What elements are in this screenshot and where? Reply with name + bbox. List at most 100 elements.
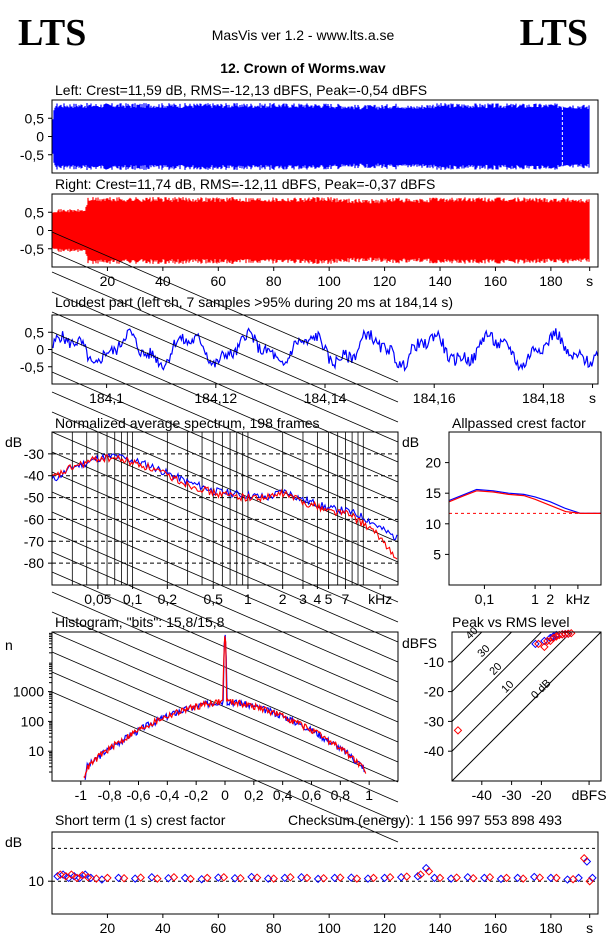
y-axis-label: dB xyxy=(5,834,22,850)
scatter-point xyxy=(535,873,545,882)
y-tick-label: -30 xyxy=(24,446,44,462)
scatter-point xyxy=(463,873,472,882)
histogram-series xyxy=(83,636,367,779)
y-tick-label: -80 xyxy=(24,555,44,571)
y-tick-label: -0,5 xyxy=(20,147,44,163)
x-tick-label: 7 xyxy=(342,591,350,607)
scatter-point xyxy=(286,873,295,882)
scatter-point xyxy=(247,872,256,882)
x-tick-label: 120 xyxy=(373,273,397,289)
scatter-point xyxy=(119,874,129,883)
loudest-part-waveform: Loudest part (left ch, 7 samples >95% du… xyxy=(20,294,599,406)
x-tick-label: -0,8 xyxy=(98,787,122,803)
scatter-point xyxy=(319,874,328,883)
slope-line xyxy=(51,571,399,723)
y-tick-label: -50 xyxy=(24,490,44,506)
x-tick-label: 0,2 xyxy=(244,787,264,803)
scatter-point xyxy=(549,633,558,643)
x-tick-label: s xyxy=(586,920,593,936)
scatter-point xyxy=(496,874,506,884)
x-tick-label: 0,05 xyxy=(84,591,111,607)
scatter-point xyxy=(424,867,434,876)
plot-frame xyxy=(51,831,599,915)
crest-line-label: 30 xyxy=(475,643,492,660)
scatter-point xyxy=(347,873,356,882)
scatter-point xyxy=(330,873,339,883)
scatter-point xyxy=(369,873,378,883)
x-tick-label: 180 xyxy=(539,273,563,289)
scatter-point xyxy=(263,874,273,883)
y-tick-label: -0,5 xyxy=(20,241,44,257)
x-tick-label: s xyxy=(589,390,596,406)
scatter-point xyxy=(352,874,362,883)
spectrum-chart: Normalized average spectrum, 198 frames … xyxy=(5,231,399,843)
slope-line xyxy=(51,251,399,403)
scatter-point xyxy=(236,874,245,883)
slope-line xyxy=(51,271,399,423)
x-tick-label: 140 xyxy=(428,920,452,936)
scatter-point xyxy=(552,632,561,641)
scatter-point xyxy=(72,873,82,883)
y-tick-label: 20 xyxy=(425,455,441,471)
scatter-point xyxy=(214,873,223,882)
scatter-point xyxy=(58,870,68,879)
y-tick-label: 10 xyxy=(28,873,44,889)
x-tick-label: kHz xyxy=(368,591,392,607)
crest-line-label: 20 xyxy=(487,661,504,678)
chart-title: Histogram, "bits": 15,8/15,8 xyxy=(55,614,225,630)
slope-line xyxy=(51,411,399,563)
x-tick-label: 3 xyxy=(299,591,307,607)
y-tick-label: 1000 xyxy=(13,684,44,700)
x-tick-label: 180 xyxy=(539,920,563,936)
scatter-point xyxy=(421,863,431,873)
scatter-point xyxy=(92,874,101,883)
x-tick-label: 100 xyxy=(317,273,341,289)
chart-title: Right: Crest=11,74 dB, RMS=-12,11 dBFS, … xyxy=(55,176,435,192)
slope-line xyxy=(51,531,399,683)
slope-line xyxy=(51,371,399,523)
scatter-point xyxy=(435,873,445,883)
scatter-point xyxy=(396,873,406,882)
y-tick-label: 0 xyxy=(36,342,44,358)
x-tick-label: -40 xyxy=(472,787,492,803)
x-tick-label: 0,2 xyxy=(158,591,178,607)
slope-line xyxy=(51,471,399,623)
slope-line xyxy=(51,331,399,483)
x-tick-label: 2 xyxy=(546,591,554,607)
scatter-point xyxy=(202,873,212,883)
scatter-point xyxy=(313,874,323,884)
scatter-point xyxy=(546,636,555,646)
chart-title: Peak vs RMS level xyxy=(452,614,569,630)
x-tick-label: 120 xyxy=(373,920,397,936)
logo-right: LTS xyxy=(520,12,588,54)
y-tick-label: -10 xyxy=(424,654,444,670)
y-tick-label: -20 xyxy=(424,684,444,700)
x-tick-label: 2 xyxy=(279,591,287,607)
scatter-point xyxy=(219,873,229,882)
scatter-point xyxy=(588,873,597,883)
y-tick-label: 10 xyxy=(28,743,44,759)
loudest-trace xyxy=(52,327,599,373)
x-tick-label: -1 xyxy=(75,787,88,803)
crest-series xyxy=(448,488,601,515)
y-tick-label: 0,5 xyxy=(25,324,45,340)
crest-line-label: 0 dB xyxy=(529,677,553,701)
crest-series xyxy=(448,490,601,515)
x-tick-label: 1 xyxy=(531,591,539,607)
slope-line xyxy=(51,351,399,503)
crest-line-label: 10 xyxy=(499,679,516,696)
scatter-point xyxy=(336,873,345,882)
left-channel-waveform: Left: Crest=11,59 dB, RMS=-12,13 dBFS, P… xyxy=(20,82,599,174)
x-tick-label: 1 xyxy=(244,591,252,607)
short-term-crest-chart: Short term (1 s) crest factor Checksum (… xyxy=(5,812,599,936)
slope-line xyxy=(51,691,399,843)
histogram-chart: Histogram, "bits": 15,8/15,8 n 100010010… xyxy=(5,614,399,803)
app-title: MasVis ver 1.2 - www.lts.a.se xyxy=(212,27,395,43)
scatter-point xyxy=(297,873,306,882)
slope-line xyxy=(51,671,399,823)
file-title: 12. Crown of Worms.wav xyxy=(220,60,386,76)
y-axis-label: dBFS xyxy=(402,635,437,651)
scatter-point xyxy=(563,875,572,884)
x-tick-label: -0,2 xyxy=(184,787,208,803)
x-tick-label: dBFS xyxy=(572,787,606,803)
